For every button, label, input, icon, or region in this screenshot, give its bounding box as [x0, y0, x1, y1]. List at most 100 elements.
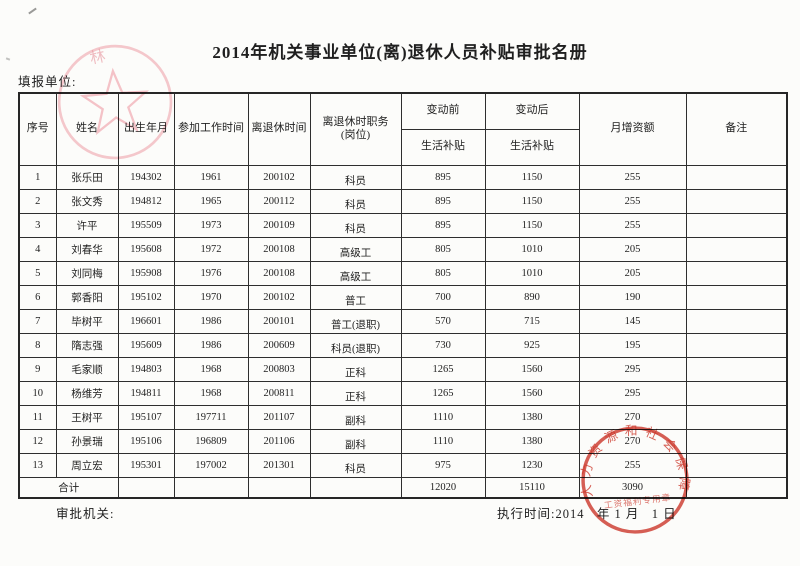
cell-no: 12: [18, 428, 57, 454]
cell-birth: 194812: [117, 188, 175, 214]
cell-before: 700: [400, 284, 486, 310]
cell-after: 1230: [484, 452, 580, 478]
cell-after: 925: [484, 332, 580, 358]
cell-retire-time: 201106: [247, 428, 311, 454]
cell-after: 1010: [484, 260, 580, 286]
cell-remark: [685, 188, 788, 214]
cell-retire-time: 200108: [247, 260, 311, 286]
cell-before: 895: [400, 188, 486, 214]
cell-increase: 205: [578, 260, 687, 286]
cell-after: 1380: [484, 404, 580, 430]
col-header-living-subsidy-after: 生活补贴: [484, 128, 580, 166]
cell-after: 1150: [484, 188, 580, 214]
cell-work-start: 196809: [173, 428, 249, 454]
col-header-no: 序号: [18, 92, 57, 166]
cell-before: 805: [400, 260, 486, 286]
table-body: 1 张乐田 194302 1961 200102 科员 895 1150 255…: [18, 164, 788, 499]
cell-increase: 205: [578, 236, 687, 262]
col-header-name: 姓名: [55, 92, 119, 166]
cell-after: 890: [484, 284, 580, 310]
cell-no: 13: [18, 452, 57, 478]
reporting-unit-label: 填报单位:: [18, 75, 77, 89]
cell-before: 570: [400, 308, 486, 334]
approving-authority-label: 审批机关:: [56, 507, 115, 521]
cell-no: 8: [18, 332, 57, 358]
cell-after: 1010: [484, 236, 580, 262]
cell-before: 1110: [400, 404, 486, 430]
cell-position: 科员(退职): [309, 332, 402, 358]
table-row: 4 刘春华 195608 1972 200108 高级工 805 1010 20…: [18, 236, 788, 262]
cell-remark: [685, 236, 788, 262]
total-before: 12020: [400, 476, 486, 499]
cell-work-start: 197002: [173, 452, 249, 478]
cell-position: 普工(退职): [309, 308, 402, 334]
cell-before: 895: [400, 212, 486, 238]
total-remark-empty: [685, 476, 788, 499]
cell-before: 975: [400, 452, 486, 478]
cell-increase: 255: [578, 188, 687, 214]
cell-after: 1150: [484, 212, 580, 238]
cell-work-start: 1968: [173, 356, 249, 382]
cell-position: 高级工: [309, 260, 402, 286]
cell-work-start: 1968: [173, 380, 249, 406]
cell-remark: [685, 332, 788, 358]
col-header-living-subsidy-before: 生活补贴: [400, 128, 486, 166]
total-after: 15110: [484, 476, 580, 499]
page-title: 2014年机关事业单位(离)退休人员补贴审批名册: [212, 43, 588, 62]
cell-after: 715: [484, 308, 580, 334]
cell-birth: 195908: [117, 260, 175, 286]
cell-no: 2: [18, 188, 57, 214]
table-row: 1 张乐田 194302 1961 200102 科员 895 1150 255: [18, 164, 788, 190]
cell-before: 730: [400, 332, 486, 358]
cell-retire-time: 200609: [247, 332, 311, 358]
total-position-empty: [309, 476, 402, 499]
col-header-after-change: 变动后: [484, 92, 580, 130]
table-row: 3 许平 195509 1973 200109 科员 895 1150 255: [18, 212, 788, 238]
cell-name: 郭香阳: [55, 284, 119, 310]
cell-before: 895: [400, 164, 486, 190]
cell-birth: 194302: [117, 164, 175, 190]
cell-no: 9: [18, 356, 57, 382]
total-label: 合计: [18, 476, 119, 499]
table-header: 序号 姓名 出生年月 参加工作时间 离退休时间 离退休时职务 (岗位) 变动前 …: [18, 92, 788, 166]
cell-work-start: 1986: [173, 308, 249, 334]
col-header-position-line2: (岗位): [340, 129, 371, 142]
cell-work-start: 1986: [173, 332, 249, 358]
cell-after: 1380: [484, 428, 580, 454]
cell-birth: 195301: [117, 452, 175, 478]
total-work-start-empty: [173, 476, 249, 499]
cell-increase: 270: [578, 428, 687, 454]
cell-birth: 194803: [117, 356, 175, 382]
cell-position: 副科: [309, 428, 402, 454]
col-header-before-change: 变动前: [400, 92, 486, 130]
cell-retire-time: 201107: [247, 404, 311, 430]
cell-position: 副科: [309, 404, 402, 430]
cell-work-start: 1961: [173, 164, 249, 190]
col-header-monthly-increase: 月增资额: [578, 92, 687, 166]
cell-position: 普工: [309, 284, 402, 310]
cell-birth: 194811: [117, 380, 175, 406]
cell-name: 周立宏: [55, 452, 119, 478]
cell-remark: [685, 428, 788, 454]
cell-birth: 196601: [117, 308, 175, 334]
cell-no: 5: [18, 260, 57, 286]
execution-time-label: 执行时间:: [497, 507, 556, 521]
cell-birth: 195102: [117, 284, 175, 310]
cell-before: 1265: [400, 380, 486, 406]
cell-position: 高级工: [309, 236, 402, 262]
cell-increase: 190: [578, 284, 687, 310]
total-birth-empty: [117, 476, 175, 499]
cell-position: 科员: [309, 188, 402, 214]
cell-position: 正科: [309, 380, 402, 406]
cell-retire-time: 200102: [247, 284, 311, 310]
cell-work-start: 1973: [173, 212, 249, 238]
cell-name: 毛家顺: [55, 356, 119, 382]
cell-work-start: 1972: [173, 236, 249, 262]
cell-name: 张乐田: [55, 164, 119, 190]
cell-name: 张文秀: [55, 188, 119, 214]
cell-remark: [685, 260, 788, 286]
cell-work-start: 197711: [173, 404, 249, 430]
cell-name: 王树平: [55, 404, 119, 430]
execution-time: 执行时间:2014 年 1 月 1 日: [497, 503, 677, 522]
cell-retire-time: 200102: [247, 164, 311, 190]
